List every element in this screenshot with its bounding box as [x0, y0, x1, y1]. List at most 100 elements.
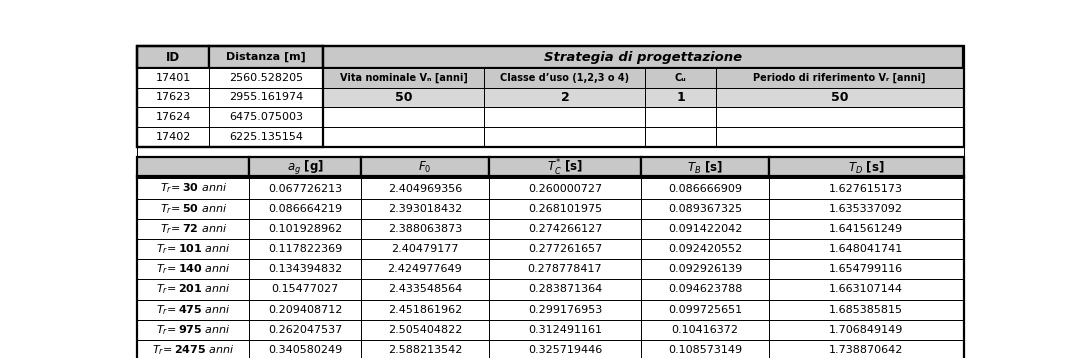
Text: 17402: 17402 — [156, 132, 191, 142]
Bar — [137, 146, 963, 156]
Bar — [769, 179, 963, 199]
Text: 0.325719446: 0.325719446 — [528, 345, 603, 355]
Bar — [361, 239, 489, 259]
Text: $T_r\!=\mathbf{475}\ anni$: $T_r\!=\mathbf{475}\ anni$ — [156, 303, 231, 316]
Text: Periodo di riferimento Vᵣ [anni]: Periodo di riferimento Vᵣ [anni] — [753, 73, 926, 83]
Text: 0.117822369: 0.117822369 — [267, 244, 343, 254]
Bar — [323, 107, 484, 127]
Text: 2.404969356: 2.404969356 — [388, 184, 462, 194]
Text: $T_r\!=\mathbf{50}\ anni$: $T_r\!=\mathbf{50}\ anni$ — [160, 202, 227, 216]
Bar — [137, 46, 963, 146]
Bar — [137, 320, 249, 340]
Text: Strategia di progettazione: Strategia di progettazione — [545, 50, 742, 63]
Text: 0.086666909: 0.086666909 — [668, 184, 742, 194]
Text: $T_r\!=\mathbf{30}\ anni$: $T_r\!=\mathbf{30}\ anni$ — [160, 182, 227, 195]
Text: 2.40479177: 2.40479177 — [391, 244, 459, 254]
Bar — [645, 68, 715, 88]
Bar — [489, 199, 641, 219]
Text: $F_0$: $F_0$ — [418, 160, 432, 175]
Text: 0.278778417: 0.278778417 — [527, 264, 603, 274]
Text: 6225.135154: 6225.135154 — [229, 132, 303, 142]
Text: 1.738870642: 1.738870642 — [829, 345, 903, 355]
Text: 0.299176953: 0.299176953 — [528, 305, 603, 315]
Text: 0.067726213: 0.067726213 — [267, 184, 343, 194]
Text: 2: 2 — [561, 91, 569, 104]
Bar — [361, 279, 489, 300]
Bar — [137, 88, 209, 107]
Text: 0.099725651: 0.099725651 — [668, 305, 742, 315]
Bar — [645, 88, 715, 107]
Text: 0.089367325: 0.089367325 — [668, 204, 742, 214]
Text: Cᵤ: Cᵤ — [674, 73, 686, 83]
Bar — [361, 179, 489, 199]
Bar — [209, 88, 323, 107]
Bar — [641, 340, 769, 358]
Text: 0.209408712: 0.209408712 — [267, 305, 343, 315]
Bar — [137, 300, 249, 320]
Bar — [769, 320, 963, 340]
Bar — [489, 219, 641, 239]
Bar — [137, 68, 209, 88]
Bar — [323, 127, 484, 146]
Bar — [715, 88, 963, 107]
Bar — [249, 279, 361, 300]
Text: 2560.528205: 2560.528205 — [229, 73, 303, 83]
Bar — [769, 300, 963, 320]
Bar — [489, 259, 641, 279]
Bar — [323, 68, 484, 88]
Bar — [769, 259, 963, 279]
Text: 6475.075003: 6475.075003 — [229, 112, 303, 122]
Bar — [641, 320, 769, 340]
Bar — [361, 340, 489, 358]
Bar — [641, 179, 769, 199]
Text: 2.588213542: 2.588213542 — [388, 345, 462, 355]
Bar — [769, 199, 963, 219]
Bar — [137, 156, 249, 179]
Bar — [361, 320, 489, 340]
Text: $T_r\!=\mathbf{2475}\ anni$: $T_r\!=\mathbf{2475}\ anni$ — [151, 343, 234, 357]
Text: 0.312491161: 0.312491161 — [528, 325, 603, 335]
Bar — [249, 156, 361, 179]
Bar — [323, 88, 484, 107]
Bar — [641, 259, 769, 279]
Text: 17624: 17624 — [156, 112, 191, 122]
Text: 2.433548564: 2.433548564 — [388, 285, 462, 294]
Bar — [361, 259, 489, 279]
Text: 2.451861962: 2.451861962 — [388, 305, 462, 315]
Bar — [641, 156, 769, 179]
Bar — [249, 300, 361, 320]
Bar — [484, 68, 645, 88]
Bar — [715, 68, 963, 88]
Bar — [769, 239, 963, 259]
Text: 1.685385815: 1.685385815 — [829, 305, 903, 315]
Text: 1.648041741: 1.648041741 — [829, 244, 903, 254]
Text: 0.086664219: 0.086664219 — [267, 204, 343, 214]
Text: 0.277261657: 0.277261657 — [528, 244, 603, 254]
Text: 0.262047537: 0.262047537 — [267, 325, 343, 335]
Text: $T_r\!=\mathbf{140}\ anni$: $T_r\!=\mathbf{140}\ anni$ — [156, 262, 231, 276]
Text: 0.101928962: 0.101928962 — [267, 224, 343, 234]
Bar — [769, 156, 963, 179]
Bar — [641, 300, 769, 320]
Bar — [489, 239, 641, 259]
Bar — [484, 88, 645, 107]
Text: $T_r\!=\mathbf{975}\ anni$: $T_r\!=\mathbf{975}\ anni$ — [156, 323, 231, 337]
Bar — [209, 68, 323, 88]
Text: $T_r\!=\mathbf{201}\ anni$: $T_r\!=\mathbf{201}\ anni$ — [156, 282, 231, 296]
Text: 0.283871364: 0.283871364 — [528, 285, 603, 294]
Bar — [249, 259, 361, 279]
Text: $T_r\!=\mathbf{101}\ anni$: $T_r\!=\mathbf{101}\ anni$ — [156, 242, 231, 256]
Text: 0.091422042: 0.091422042 — [668, 224, 742, 234]
Bar — [137, 219, 249, 239]
Bar — [209, 46, 323, 68]
Bar — [489, 340, 641, 358]
Bar — [323, 46, 963, 68]
Bar — [249, 219, 361, 239]
Text: 1.706849149: 1.706849149 — [829, 325, 903, 335]
Bar — [361, 219, 489, 239]
Text: 0.10416372: 0.10416372 — [671, 325, 739, 335]
Bar — [249, 239, 361, 259]
Bar — [209, 127, 323, 146]
Text: 0.108573149: 0.108573149 — [668, 345, 742, 355]
Bar — [489, 156, 641, 179]
